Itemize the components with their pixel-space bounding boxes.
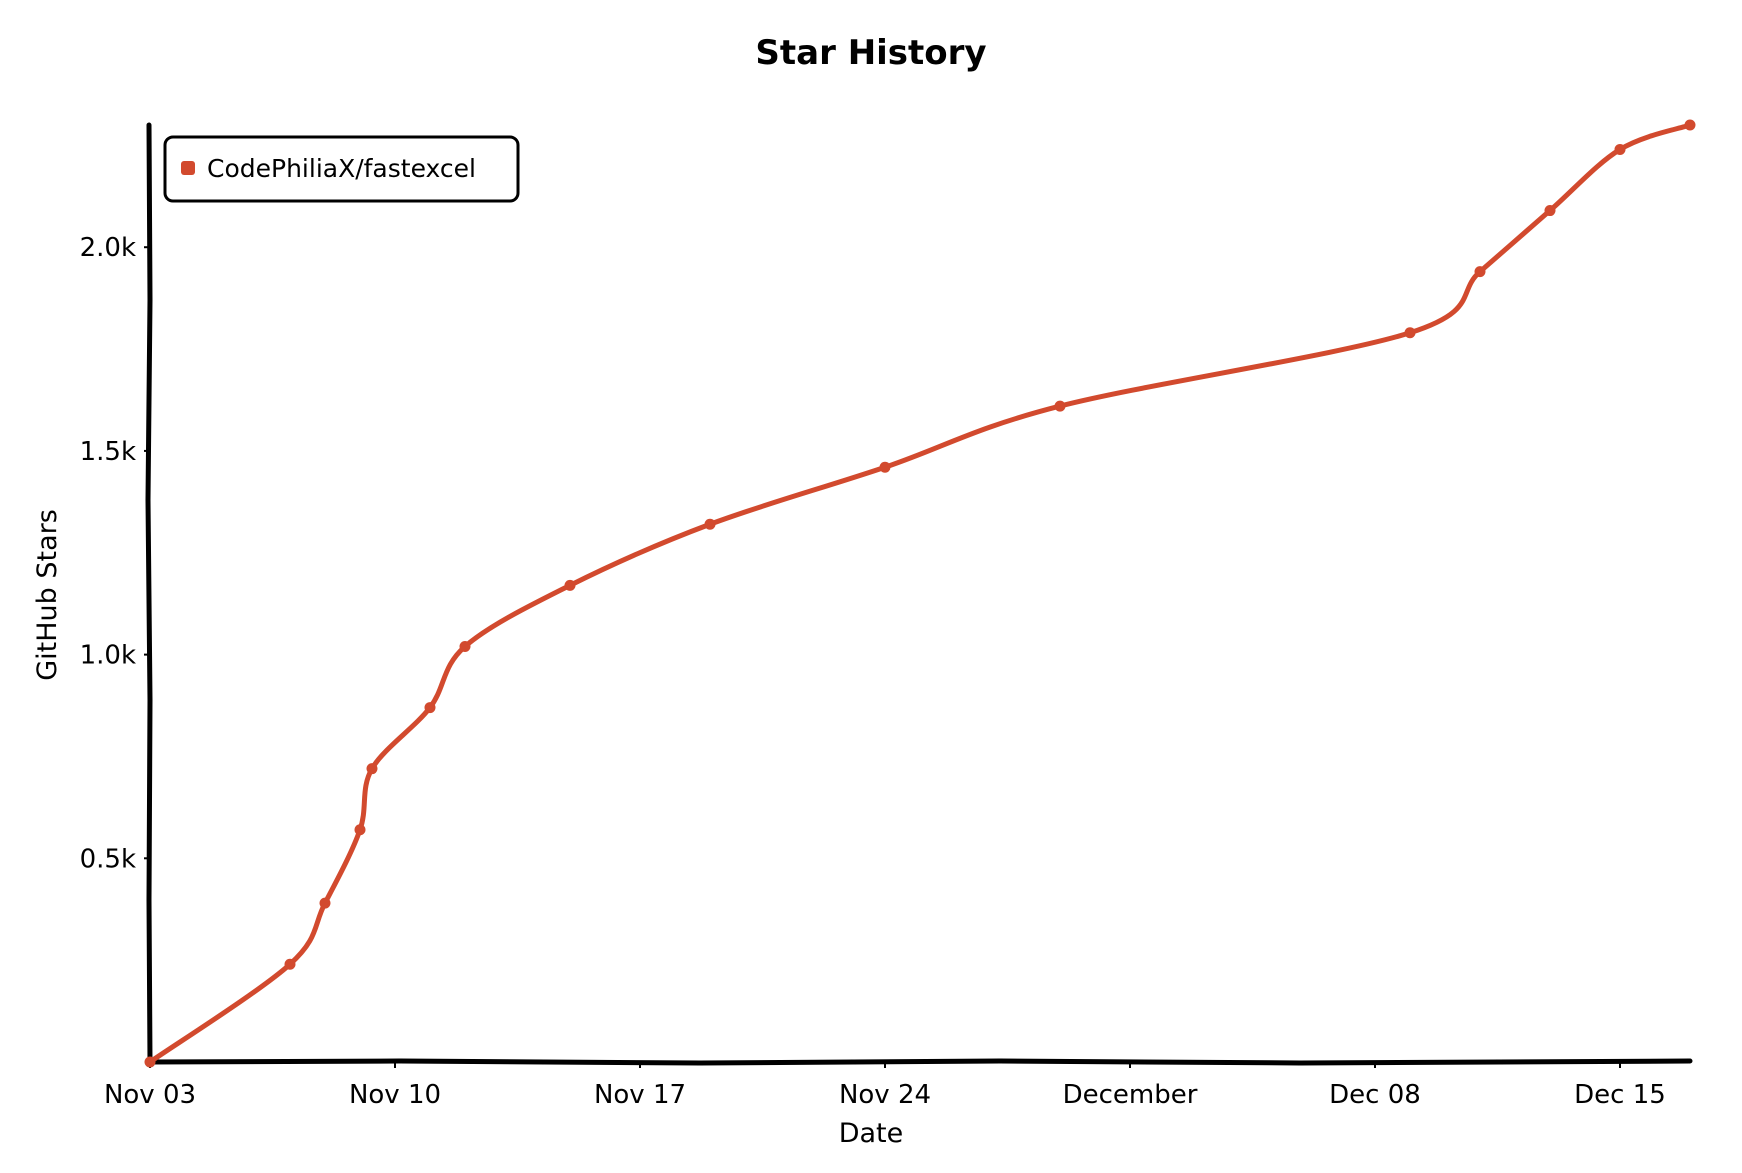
data-point — [1474, 266, 1486, 278]
data-point — [424, 702, 436, 714]
y-axis-ticks: 0.5k 1.0k 1.5k 2.0k — [80, 233, 150, 874]
data-point — [879, 461, 891, 473]
legend-swatch — [181, 161, 195, 175]
axes — [145, 122, 1693, 1066]
data-point — [354, 824, 366, 836]
y-tick-label: 2.0k — [80, 233, 136, 263]
data-point — [564, 579, 576, 591]
y-tick-label: 0.5k — [80, 844, 136, 874]
legend-label: CodePhiliaX/fastexcel — [207, 154, 476, 183]
data-point — [1404, 327, 1416, 339]
data-point — [1684, 119, 1696, 131]
data-point — [459, 640, 471, 652]
data-point — [1054, 400, 1066, 412]
x-tick-label: Dec 08 — [1329, 1080, 1421, 1110]
x-tick-label: Nov 03 — [104, 1080, 196, 1110]
legend-box — [163, 135, 520, 203]
x-tick-label: Nov 17 — [594, 1080, 686, 1110]
y-axis-title: GitHub Stars — [32, 509, 63, 681]
data-point — [1614, 143, 1626, 155]
x-tick-label: Nov 24 — [839, 1080, 931, 1110]
chart-title: Star History — [755, 33, 986, 73]
x-tick-label: December — [1063, 1080, 1198, 1110]
series-layer — [144, 119, 1696, 1068]
y-tick-label: 1.0k — [80, 641, 136, 671]
x-axis-line — [146, 1058, 1693, 1066]
data-point — [366, 763, 378, 775]
y-axis-line — [145, 122, 153, 1065]
data-point — [319, 897, 331, 909]
x-axis-ticks: Nov 03 Nov 10 Nov 17 Nov 24 December Dec 08 De… — [104, 1062, 1666, 1110]
x-axis-title: Date — [839, 1118, 904, 1149]
x-tick-label: Dec 15 — [1574, 1080, 1666, 1110]
data-point — [144, 1056, 156, 1068]
data-point — [284, 958, 296, 970]
data-point — [1544, 205, 1556, 217]
series-line — [147, 122, 1693, 1065]
x-tick-label: Nov 10 — [349, 1080, 441, 1110]
y-tick-label: 1.5k — [80, 437, 136, 467]
legend: CodePhiliaX/fastexcel — [163, 135, 520, 203]
data-point — [704, 518, 716, 530]
